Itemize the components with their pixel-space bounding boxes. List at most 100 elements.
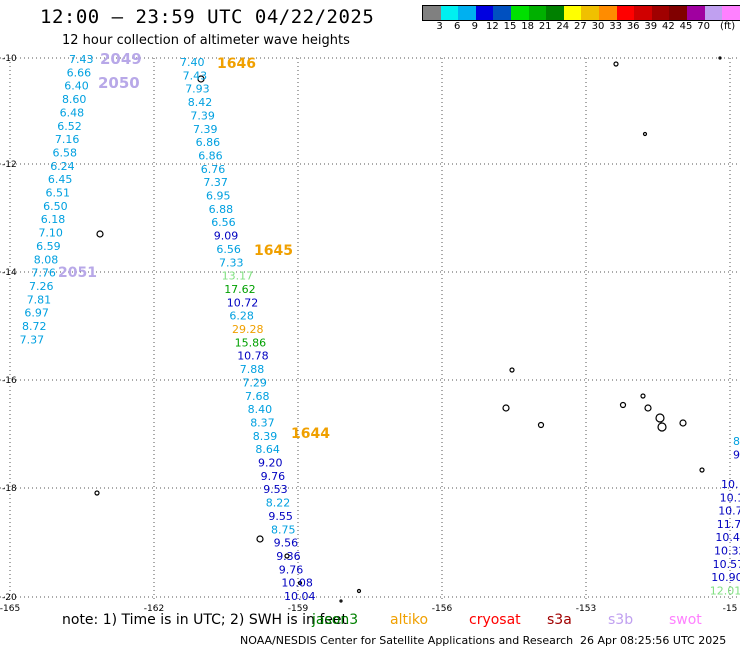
- wave-height-value: 9: [733, 448, 740, 461]
- legend-swatch: [616, 6, 635, 20]
- legend-label: 21: [538, 21, 552, 32]
- map-title: 12:00 — 23:59 UTC 04/22/2025: [40, 6, 375, 28]
- wave-height-value: 8.08: [34, 253, 59, 266]
- wave-height-value: 6.66: [67, 66, 92, 79]
- island-outline: [699, 467, 705, 473]
- legend-swatch: [686, 6, 705, 20]
- legend-swatch: [563, 6, 582, 20]
- wave-height-value: 9.53: [263, 483, 288, 496]
- legend-swatch: [546, 6, 564, 20]
- satellite-legend-item: s3a: [547, 612, 572, 628]
- color-legend-bar: [422, 5, 740, 21]
- wave-height-value: 7.37: [20, 333, 45, 346]
- wave-height-value: 6.95: [206, 190, 231, 203]
- legend-label: 27: [574, 21, 587, 32]
- legend-label: 70: [697, 21, 710, 32]
- pass-labels: 2049 2050 1646 1645 2051 1644: [58, 50, 330, 442]
- legend-label: 39: [644, 21, 658, 32]
- legend-label: 6: [454, 21, 461, 32]
- island-outline: [284, 553, 290, 559]
- wave-height-value: 8.37: [250, 416, 275, 429]
- legend-swatch: [493, 6, 511, 20]
- lat-tick-label: -18: [2, 484, 17, 494]
- wave-height-value: 6.58: [53, 146, 78, 159]
- wave-height-value: 7.93: [185, 83, 210, 96]
- wave-height-value: 6.52: [57, 120, 82, 133]
- wave-height-value: 6.48: [60, 106, 85, 119]
- wave-height-value: 8.42: [188, 96, 213, 109]
- island-outline: [256, 535, 264, 543]
- lat-tick-label: -10: [2, 54, 17, 64]
- island-outline: [679, 419, 687, 427]
- legend-swatch: [440, 6, 459, 20]
- lon-tick-label: -162: [144, 604, 164, 614]
- wave-height-value: 10.90: [711, 571, 740, 584]
- wave-height-value: 10.32: [714, 545, 740, 558]
- legend-swatch: [598, 6, 617, 20]
- axis-tick-labels: -165 -162 -159 -156 -153 -15 -10 -12 -14 -16 -18 -2…: [0, 54, 737, 614]
- wave-height-value: 7.37: [203, 176, 228, 189]
- wave-height-value: 10.1: [720, 491, 740, 504]
- wave-height-value: 17.62: [224, 283, 256, 296]
- legend-label: 12: [486, 21, 499, 32]
- wave-height-value: 6.56: [211, 216, 236, 229]
- wave-height-value: 11.7: [717, 518, 740, 531]
- wave-height-value: 6.97: [24, 307, 48, 320]
- legend-swatch: [669, 6, 687, 20]
- wave-height-value: 9.36: [276, 550, 301, 563]
- wave-height-value: 9.20: [258, 457, 283, 470]
- island-outline: [644, 404, 652, 412]
- wave-height-value: 6.40: [64, 80, 89, 93]
- wave-height-value: 7.40: [180, 56, 205, 69]
- legend-swatch: [510, 6, 529, 20]
- lon-tick-label: -165: [0, 604, 20, 614]
- lon-tick-label: -153: [576, 604, 596, 614]
- note-prefix: note: 1) Time is in UTC; 2) SWH is in fe…: [62, 612, 348, 628]
- legend-swatch: [704, 6, 723, 20]
- wave-height-value: 8.39: [253, 430, 277, 443]
- wave-height-value: 6.86: [198, 149, 223, 162]
- wave-height-value: 6.76: [201, 163, 226, 176]
- map-grid: [0, 57, 740, 600]
- wave-height-value: 7.29: [242, 376, 267, 389]
- island-outline: [619, 401, 627, 409]
- island-outline: [502, 404, 510, 412]
- wave-height-value: 29.28: [232, 323, 264, 336]
- legend-swatch: [581, 6, 599, 20]
- legend-swatch: [651, 6, 670, 20]
- pass-label: 1645: [254, 243, 293, 259]
- satellite-legend-item: s3b: [608, 612, 634, 628]
- wave-height-value: 6.50: [43, 200, 68, 213]
- wave-height-value: 13.17: [222, 270, 254, 283]
- wave-height-value: 6.28: [229, 310, 254, 323]
- legend-swatch: [528, 6, 547, 20]
- legend-label: (ft): [720, 21, 736, 32]
- legend-label: 30: [591, 21, 605, 32]
- wave-height-value: 7.88: [240, 363, 264, 376]
- legend-swatch: [634, 6, 652, 20]
- pass-label: 2050: [98, 74, 140, 92]
- pass-label: 1644: [291, 426, 330, 442]
- wave-height-value: 9.76: [279, 563, 304, 576]
- wave-height-value: 6.18: [41, 213, 66, 226]
- legend-swatch: [722, 6, 740, 20]
- wave-height-value: 9.55: [268, 510, 293, 523]
- wave-height-value: 7.43: [183, 69, 208, 82]
- lon-tick-label: -156: [432, 604, 453, 614]
- satellite-legend-item: swot: [669, 612, 702, 628]
- wave-height-value: 8.60: [62, 93, 86, 106]
- legend-label: 42: [662, 21, 675, 32]
- wave-height-value: 7.33: [219, 256, 244, 269]
- wave-height-value: 10.08: [281, 577, 313, 590]
- wave-height-value: 12.01: [710, 584, 740, 597]
- wave-height-value: 6.59: [36, 240, 61, 253]
- wave-height-value: 10.04: [284, 590, 316, 603]
- legend-label: 45: [679, 21, 693, 32]
- wave-height-value: 15.86: [235, 336, 267, 349]
- color-legend-labels: 3 6 9 12 15 18 21 24 27 30 33 36 39 42 45 70 (ft): [422, 21, 740, 35]
- island-outline: [613, 61, 619, 67]
- wave-height-value: 7.16: [55, 133, 80, 146]
- wave-height-value: 9.09: [214, 230, 239, 243]
- wave-height-value: 10.72: [227, 296, 258, 309]
